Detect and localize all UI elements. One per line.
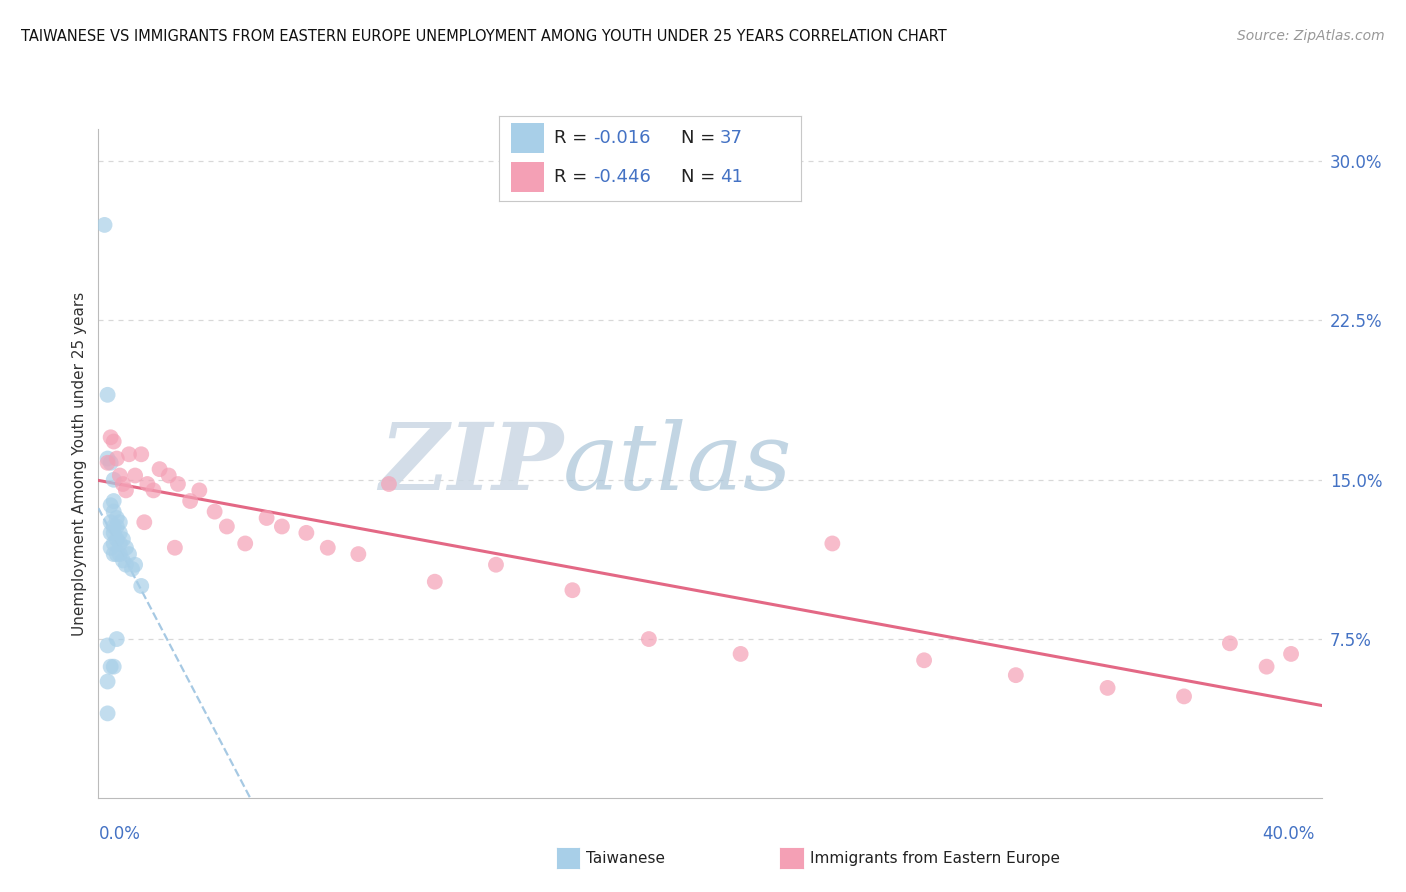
Text: N =: N = (681, 168, 720, 186)
Bar (512, 123, 544, 153)
Point (1219, 636, 1241, 650)
Point (100, 456, 122, 470)
Point (179, 494, 201, 508)
Point (111, 477, 134, 491)
Point (256, 511, 278, 525)
Point (121, 562, 143, 576)
Point (100, 498, 122, 512)
Point (103, 659, 125, 673)
Point (105, 511, 128, 525)
Point (118, 447, 141, 461)
Point (97, 451, 120, 466)
Point (108, 468, 131, 483)
Point (93, 218, 115, 232)
Point (1279, 647, 1302, 661)
Point (111, 533, 134, 547)
Point (103, 536, 125, 550)
Point (1004, 668, 1026, 682)
Point (97, 706, 120, 721)
Point (215, 519, 238, 533)
Point (97, 388, 120, 402)
Point (1097, 681, 1119, 695)
Point (115, 483, 138, 498)
Point (105, 632, 128, 646)
Point (1173, 690, 1195, 704)
Point (111, 553, 134, 567)
Point (108, 515, 131, 529)
Point (103, 547, 125, 561)
Point (821, 536, 844, 550)
Point (105, 451, 128, 466)
Point (100, 525, 122, 540)
Point (270, 519, 292, 533)
Point (163, 541, 186, 555)
Text: Source: ZipAtlas.com: Source: ZipAtlas.com (1237, 29, 1385, 43)
Point (108, 536, 131, 550)
Text: ZIP: ZIP (380, 419, 564, 508)
Point (561, 583, 583, 598)
Point (129, 579, 152, 593)
Point (115, 541, 138, 555)
Point (149, 462, 172, 476)
Text: Immigrants from Eastern Europe: Immigrants from Eastern Europe (810, 851, 1060, 865)
Text: 0.0%: 0.0% (98, 825, 141, 843)
Point (97, 674, 120, 689)
Point (118, 547, 141, 561)
Y-axis label: Unemployment Among Youth under 25 years: Unemployment Among Youth under 25 years (72, 292, 87, 636)
Point (105, 519, 128, 533)
Point (103, 519, 125, 533)
Point (157, 468, 180, 483)
Point (295, 525, 318, 540)
Point (115, 558, 138, 572)
Point (378, 477, 401, 491)
Point (188, 483, 211, 498)
Point (637, 632, 661, 646)
Point (485, 558, 508, 572)
Text: 37: 37 (720, 129, 742, 147)
Point (97, 456, 120, 470)
Text: TAIWANESE VS IMMIGRANTS FROM EASTERN EUROPE UNEMPLOYMENT AMONG YOUTH UNDER 25 YE: TAIWANESE VS IMMIGRANTS FROM EASTERN EUR… (21, 29, 946, 44)
Point (167, 477, 190, 491)
Text: Taiwanese: Taiwanese (586, 851, 665, 865)
Point (204, 505, 226, 519)
Point (108, 547, 131, 561)
Point (347, 547, 370, 561)
Point (108, 525, 131, 540)
Point (103, 525, 125, 540)
Point (100, 515, 122, 529)
Point (97, 639, 120, 653)
Text: -0.016: -0.016 (593, 129, 651, 147)
Point (1256, 659, 1278, 673)
Text: atlas: atlas (564, 419, 793, 508)
Point (134, 515, 156, 529)
Point (730, 647, 752, 661)
Text: N =: N = (681, 129, 720, 147)
Point (103, 473, 125, 487)
Point (103, 494, 125, 508)
Point (105, 533, 128, 547)
Text: 40.0%: 40.0% (1263, 825, 1315, 843)
Point (912, 653, 935, 667)
Point (103, 434, 125, 449)
Point (316, 541, 339, 555)
Text: 41: 41 (720, 168, 742, 186)
Bar (512, 161, 544, 192)
Point (124, 558, 146, 572)
Point (233, 536, 256, 550)
Text: R =: R = (554, 168, 592, 186)
Point (100, 659, 122, 673)
Text: -0.446: -0.446 (593, 168, 651, 186)
Point (124, 468, 146, 483)
Point (136, 477, 159, 491)
Point (100, 541, 122, 555)
Point (129, 447, 152, 461)
Point (142, 483, 165, 498)
Point (423, 574, 446, 589)
Point (100, 430, 122, 444)
Point (103, 505, 125, 519)
Point (105, 547, 128, 561)
Text: R =: R = (554, 129, 592, 147)
